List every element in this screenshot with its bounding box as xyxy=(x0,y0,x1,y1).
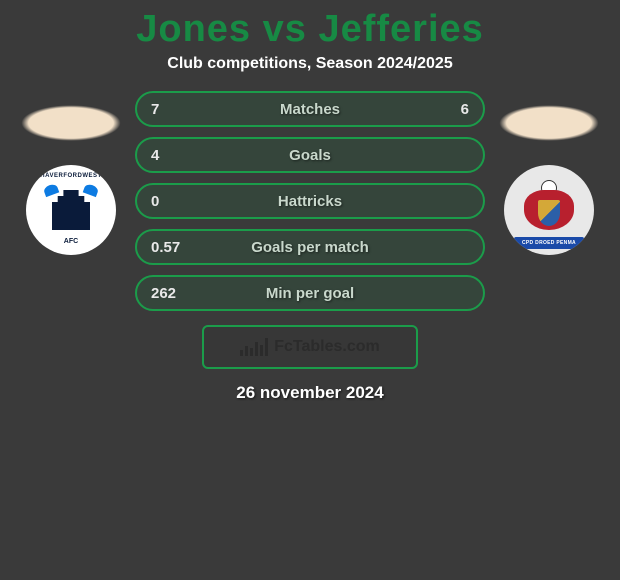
castle-icon xyxy=(52,190,90,230)
bar xyxy=(245,346,248,356)
player-left-face xyxy=(21,105,121,141)
bird-icon-left xyxy=(43,183,60,197)
badge-right-ribbon: CPD DROED PENMA xyxy=(514,237,584,249)
main-content: HAVERFORDWEST AFC 7 Matches 6 4 Goals 0 … xyxy=(0,91,620,311)
bar xyxy=(240,350,243,356)
subtitle: Club competitions, Season 2024/2025 xyxy=(0,55,620,91)
fctables-label: FcTables.com xyxy=(274,338,380,356)
stat-label: Min per goal xyxy=(201,285,419,302)
date-text: 26 november 2024 xyxy=(0,383,620,403)
page-title: Jones vs Jefferies xyxy=(0,0,620,55)
player-right-face xyxy=(499,105,599,141)
club-badge-right: CPD DROED PENMA xyxy=(504,165,594,255)
stat-label: Goals per match xyxy=(201,239,419,256)
badge-left-text-bottom: AFC xyxy=(64,238,78,245)
fctables-attribution[interactable]: FcTables.com xyxy=(202,325,418,369)
bar xyxy=(250,348,253,356)
bar xyxy=(265,338,268,356)
stat-left-value: 262 xyxy=(151,285,201,302)
stat-row-mpg: 262 Min per goal xyxy=(135,275,485,311)
stats-column: 7 Matches 6 4 Goals 0 Hattricks 0.57 Goa… xyxy=(135,91,485,311)
bar xyxy=(260,345,263,356)
stat-label: Matches xyxy=(201,101,419,118)
bird-icon-right xyxy=(83,183,100,197)
stat-row-hattricks: 0 Hattricks xyxy=(135,183,485,219)
badge-left-inner: HAVERFORDWEST AFC xyxy=(32,171,110,249)
bar-chart-icon xyxy=(240,338,268,356)
player-left-column: HAVERFORDWEST AFC xyxy=(21,91,121,255)
stat-left-value: 7 xyxy=(151,101,201,118)
stat-row-gpm: 0.57 Goals per match xyxy=(135,229,485,265)
player-right-column: CPD DROED PENMA xyxy=(499,91,599,255)
stat-label: Goals xyxy=(201,147,419,164)
stat-left-value: 0 xyxy=(151,193,201,210)
dragon-icon xyxy=(519,182,579,238)
stat-right-value: 6 xyxy=(419,101,469,118)
badge-left-text-top: HAVERFORDWEST xyxy=(40,173,101,179)
stat-row-matches: 7 Matches 6 xyxy=(135,91,485,127)
stat-left-value: 4 xyxy=(151,147,201,164)
club-badge-left: HAVERFORDWEST AFC xyxy=(26,165,116,255)
shield-icon xyxy=(538,200,560,226)
stat-label: Hattricks xyxy=(201,193,419,210)
bar xyxy=(255,342,258,356)
stat-row-goals: 4 Goals xyxy=(135,137,485,173)
stat-left-value: 0.57 xyxy=(151,239,201,256)
